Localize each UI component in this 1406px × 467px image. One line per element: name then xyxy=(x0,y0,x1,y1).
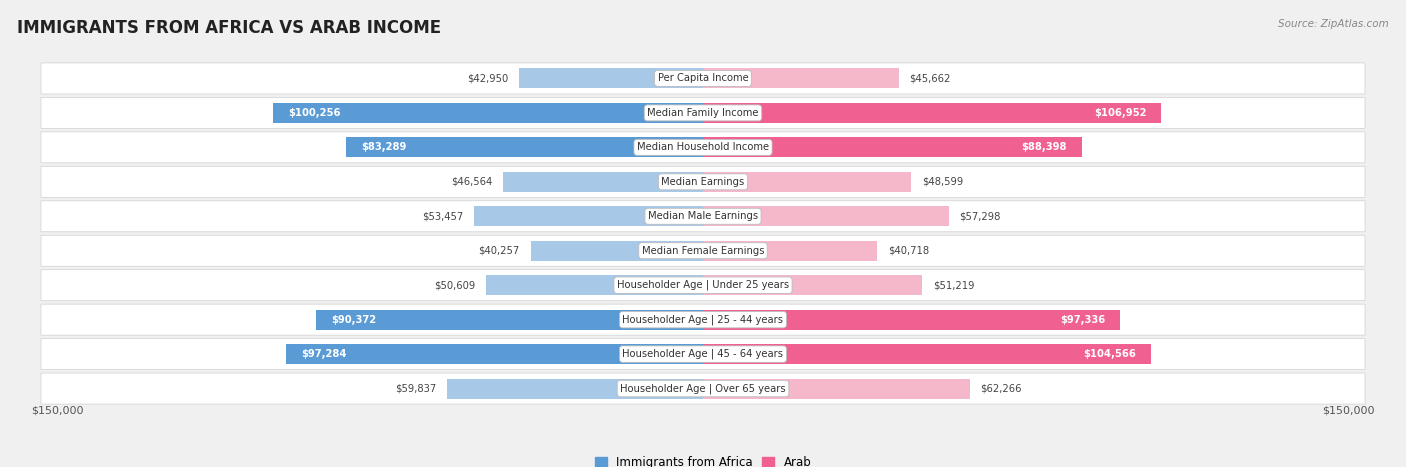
Text: $150,000: $150,000 xyxy=(1322,406,1375,416)
Legend: Immigrants from Africa, Arab: Immigrants from Africa, Arab xyxy=(595,456,811,467)
Text: $59,837: $59,837 xyxy=(395,383,436,394)
FancyBboxPatch shape xyxy=(41,132,1365,163)
Text: $97,284: $97,284 xyxy=(301,349,347,359)
Text: $51,219: $51,219 xyxy=(934,280,974,290)
FancyBboxPatch shape xyxy=(41,339,1365,369)
Text: Householder Age | Under 25 years: Householder Age | Under 25 years xyxy=(617,280,789,290)
Bar xyxy=(703,344,1152,364)
Text: $104,566: $104,566 xyxy=(1083,349,1136,359)
FancyBboxPatch shape xyxy=(41,98,1365,128)
Bar xyxy=(703,137,1081,157)
Text: $57,298: $57,298 xyxy=(959,211,1001,221)
Text: $88,398: $88,398 xyxy=(1021,142,1067,152)
FancyBboxPatch shape xyxy=(41,373,1365,404)
Bar xyxy=(519,69,703,88)
FancyBboxPatch shape xyxy=(41,269,1365,301)
Text: $50,609: $50,609 xyxy=(434,280,475,290)
Text: $46,564: $46,564 xyxy=(451,177,492,187)
Bar xyxy=(703,275,922,295)
Text: Householder Age | Over 65 years: Householder Age | Over 65 years xyxy=(620,383,786,394)
Text: Median Female Earnings: Median Female Earnings xyxy=(641,246,765,256)
Text: $40,718: $40,718 xyxy=(889,246,929,256)
Text: Source: ZipAtlas.com: Source: ZipAtlas.com xyxy=(1278,19,1389,28)
Text: $83,289: $83,289 xyxy=(361,142,406,152)
Text: $48,599: $48,599 xyxy=(922,177,963,187)
Bar xyxy=(703,310,1121,330)
Text: Median Male Earnings: Median Male Earnings xyxy=(648,211,758,221)
Bar xyxy=(703,379,970,398)
Text: IMMIGRANTS FROM AFRICA VS ARAB INCOME: IMMIGRANTS FROM AFRICA VS ARAB INCOME xyxy=(17,19,441,37)
Text: $40,257: $40,257 xyxy=(478,246,520,256)
Text: Householder Age | 45 - 64 years: Householder Age | 45 - 64 years xyxy=(623,349,783,359)
Bar xyxy=(447,379,703,398)
Bar xyxy=(486,275,703,295)
FancyBboxPatch shape xyxy=(41,304,1365,335)
Text: Median Family Income: Median Family Income xyxy=(647,108,759,118)
Bar xyxy=(503,172,703,192)
Text: $62,266: $62,266 xyxy=(980,383,1022,394)
Bar xyxy=(703,103,1161,123)
Text: $150,000: $150,000 xyxy=(31,406,84,416)
FancyBboxPatch shape xyxy=(41,201,1365,232)
Bar xyxy=(703,206,949,226)
Text: $53,457: $53,457 xyxy=(422,211,463,221)
Bar xyxy=(316,310,703,330)
FancyBboxPatch shape xyxy=(41,235,1365,266)
Bar xyxy=(530,241,703,261)
Text: $100,256: $100,256 xyxy=(288,108,340,118)
FancyBboxPatch shape xyxy=(41,63,1365,94)
Text: Median Earnings: Median Earnings xyxy=(661,177,745,187)
Text: $45,662: $45,662 xyxy=(910,73,950,84)
Text: $97,336: $97,336 xyxy=(1060,315,1105,325)
Bar xyxy=(287,344,703,364)
Text: Householder Age | 25 - 44 years: Householder Age | 25 - 44 years xyxy=(623,314,783,325)
Bar xyxy=(346,137,703,157)
Bar xyxy=(703,241,877,261)
Text: $106,952: $106,952 xyxy=(1094,108,1146,118)
Text: Median Household Income: Median Household Income xyxy=(637,142,769,152)
Text: $42,950: $42,950 xyxy=(467,73,508,84)
FancyBboxPatch shape xyxy=(41,166,1365,198)
Bar xyxy=(273,103,703,123)
Text: Per Capita Income: Per Capita Income xyxy=(658,73,748,84)
Bar xyxy=(474,206,703,226)
Bar xyxy=(703,172,911,192)
Bar xyxy=(703,69,898,88)
Text: $90,372: $90,372 xyxy=(330,315,375,325)
